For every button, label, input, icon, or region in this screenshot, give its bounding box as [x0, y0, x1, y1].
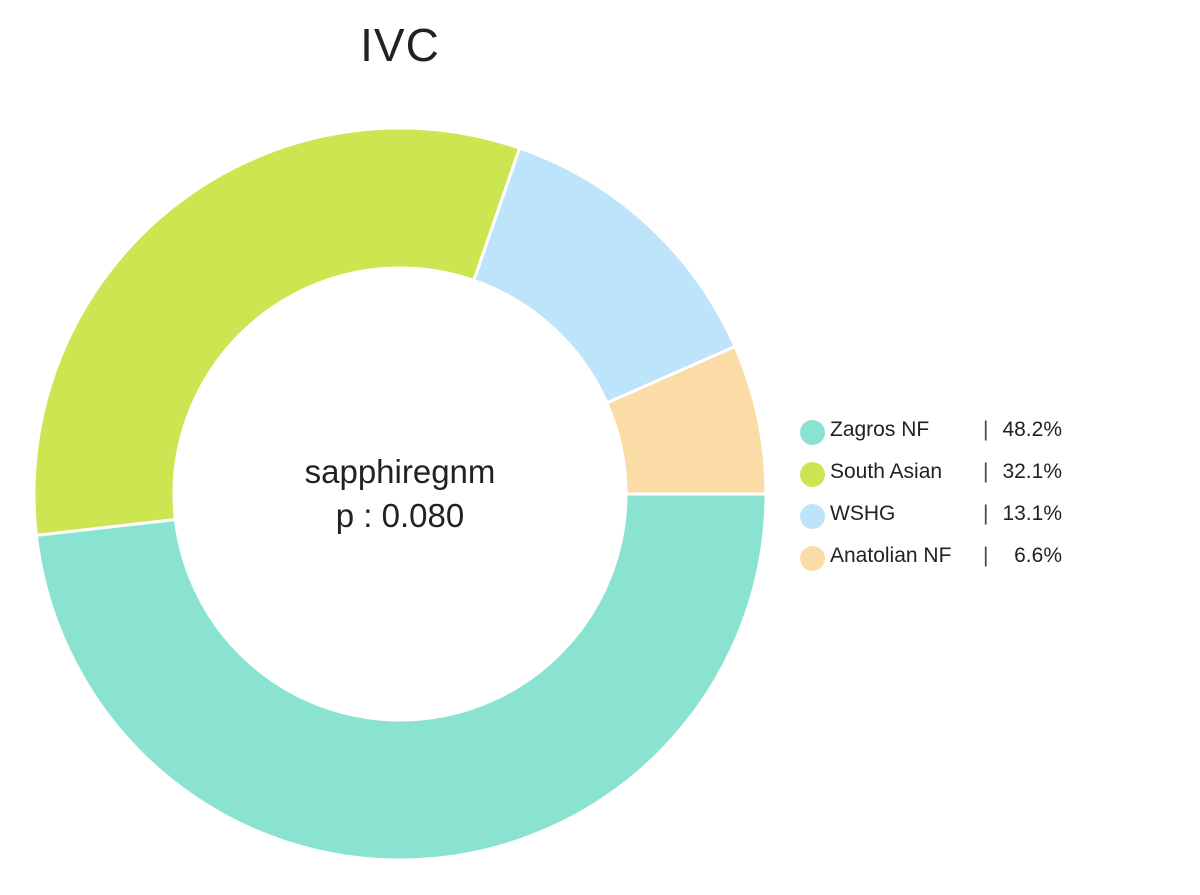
legend-separator: |: [983, 502, 989, 525]
legend: Zagros NF | 48.2% South Asian | 32.1% WS…: [800, 414, 1100, 582]
legend-separator: |: [983, 460, 989, 483]
center-label-name: sapphiregnm: [304, 453, 496, 490]
legend-label: South Asian: [830, 460, 943, 483]
donut-slice-zagros-nf: [34, 492, 768, 862]
legend-item-wshg: WSHG | 13.1%: [800, 498, 1100, 540]
legend-swatch: [800, 420, 825, 445]
legend-item-zagros-nf: Zagros NF | 48.2%: [800, 414, 1100, 456]
donut-center-label: sapphiregnm p : 0.080: [200, 450, 600, 538]
legend-separator: |: [983, 544, 989, 567]
donut-chart: [32, 126, 768, 862]
legend-swatch: [800, 462, 825, 487]
legend-item-anatolian-nf: Anatolian NF | 6.6%: [800, 540, 1100, 582]
legend-label: Zagros NF: [830, 418, 930, 441]
chart-title: IVC: [360, 19, 440, 71]
legend-value: 13.1%: [1002, 502, 1062, 525]
donut-slice-anatolian-nf: [604, 344, 768, 496]
donut-slice-south-asian: [32, 126, 522, 537]
legend-item-south-asian: South Asian | 32.1%: [800, 456, 1100, 498]
center-label-p-value: p : 0.080: [335, 497, 465, 534]
legend-value: 6.6%: [1014, 544, 1062, 567]
legend-value: 48.2%: [1002, 418, 1062, 441]
legend-swatch: [800, 546, 825, 571]
legend-label: Anatolian NF: [830, 544, 952, 567]
legend-value: 32.1%: [1002, 460, 1062, 483]
legend-separator: |: [983, 418, 989, 441]
legend-label: WSHG: [830, 502, 896, 525]
legend-swatch: [800, 504, 825, 529]
